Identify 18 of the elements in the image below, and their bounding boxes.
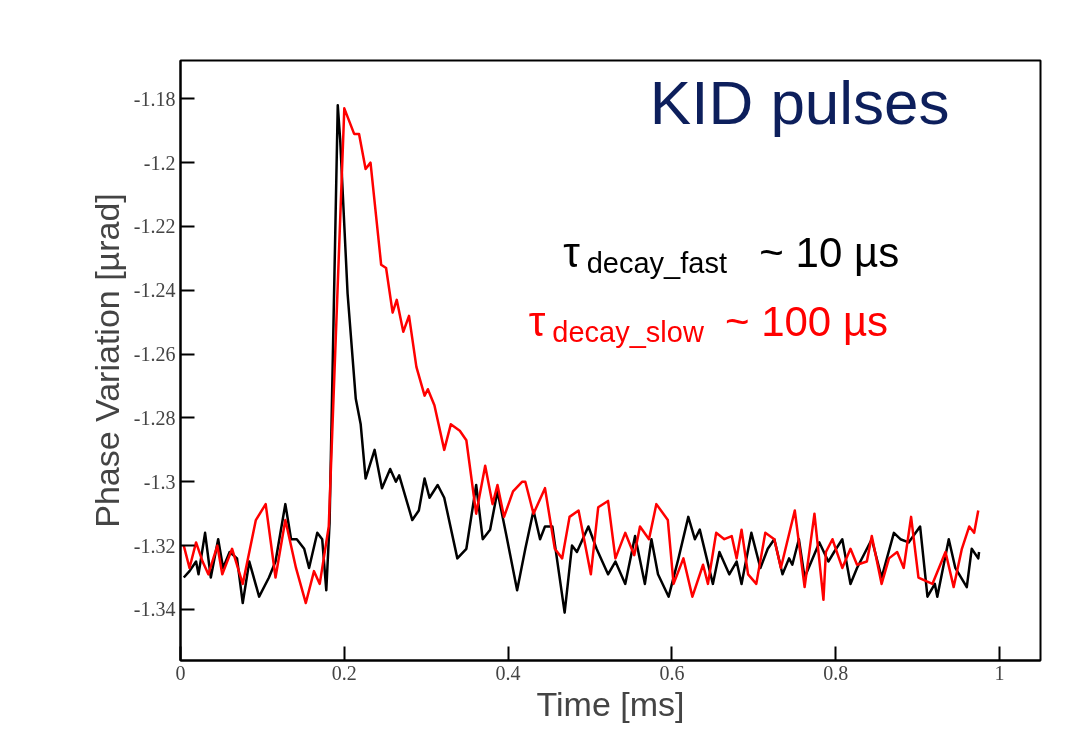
x-tick-label: 0.6 bbox=[659, 661, 685, 684]
x-tick-label: 1 bbox=[994, 661, 1005, 684]
y-tick-label: -1.26 bbox=[133, 343, 176, 366]
y-tick-label: -1.18 bbox=[133, 87, 176, 110]
x-axis-title: Time [ms] bbox=[536, 684, 685, 723]
y-tick-label: -1.28 bbox=[133, 406, 176, 429]
x-tick-label: 0 bbox=[175, 661, 186, 684]
chart-title: KID pulses bbox=[649, 68, 950, 137]
y-tick-label: -1.24 bbox=[133, 279, 176, 302]
y-tick-label: -1.2 bbox=[143, 151, 176, 174]
y-tick-label: -1.22 bbox=[133, 215, 176, 238]
y-tick-label: -1.32 bbox=[133, 534, 176, 557]
x-tick-label: 0.4 bbox=[495, 661, 521, 684]
y-tick-label: -1.34 bbox=[133, 598, 176, 621]
y-tick-label: -1.3 bbox=[143, 470, 176, 493]
x-tick-label: 0.2 bbox=[331, 661, 357, 684]
y-axis-title: Phase Variation [µrad] bbox=[87, 193, 126, 528]
x-tick-label: 0.8 bbox=[823, 661, 849, 684]
